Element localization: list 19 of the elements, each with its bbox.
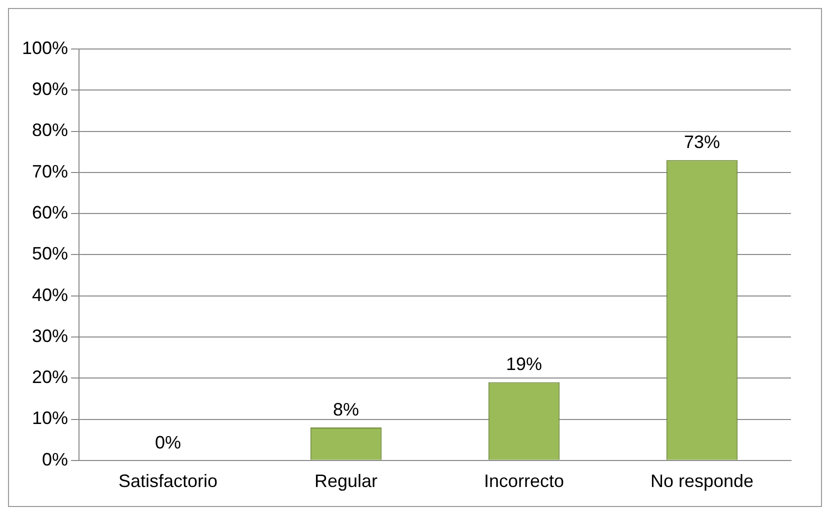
data-label: 73% [684,132,720,152]
data-label: 0% [155,432,182,452]
y-tick-label: 40% [32,284,68,305]
x-tick-label: Satisfactorio [118,471,218,492]
y-tick-label: 100% [22,38,68,58]
y-tick-label: 60% [32,202,68,223]
x-tick-label: Regular [314,471,378,492]
y-tick-label: 50% [32,244,68,264]
y-tick-label: 10% [32,408,68,428]
y-tick-label: 70% [32,161,68,182]
data-label: 8% [333,399,360,420]
y-tick-label: 20% [32,367,68,388]
y-tick-label: 80% [32,120,68,140]
x-tick-label: Incorrecto [484,471,564,492]
data-label: 19% [506,354,542,374]
y-tick-label: 30% [32,326,68,346]
y-tick-label: 90% [32,79,68,100]
x-tick-label: No responde [650,471,754,492]
y-tick-label: 0% [42,449,68,470]
